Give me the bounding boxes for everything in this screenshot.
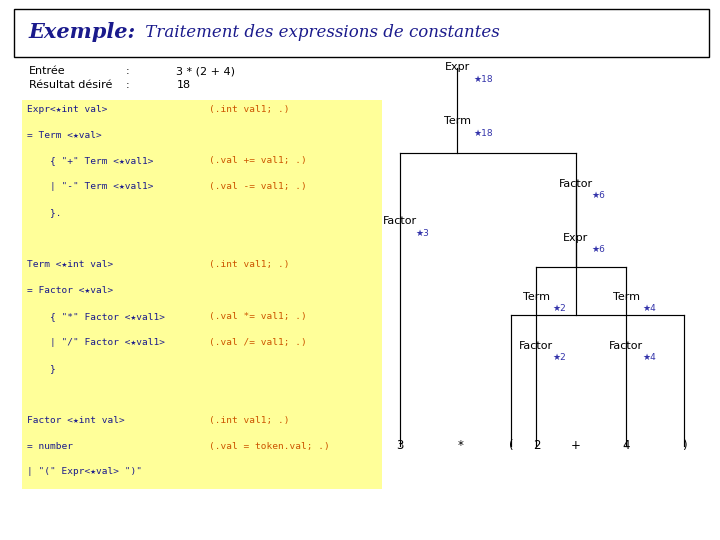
Text: Expr<★int val>: Expr<★int val> [27,105,108,113]
Text: Traitement des expressions de constantes: Traitement des expressions de constantes [140,24,500,41]
Text: { "*" Factor <★val1>: { "*" Factor <★val1> [27,312,166,321]
Text: Factor: Factor [519,341,554,350]
Text: ★4: ★4 [642,305,656,313]
Text: Expr: Expr [563,233,589,242]
Text: { "+" Term <★val1>: { "+" Term <★val1> [27,157,154,165]
Text: 3 * (2 + 4): 3 * (2 + 4) [176,66,235,76]
Text: Term: Term [444,117,471,126]
Text: 4: 4 [623,439,630,452]
Text: ★18: ★18 [473,75,492,84]
Text: Factor: Factor [559,179,593,188]
Text: = Factor <★val>: = Factor <★val> [27,286,114,295]
Text: = number: = number [27,442,73,450]
Text: = Term <★val>: = Term <★val> [27,131,102,139]
Bar [14,9,709,57]
Text: (.val -= val1; .): (.val -= val1; .) [209,183,307,191]
Text: ★2: ★2 [552,305,566,313]
Bar [22,100,382,489]
Text: Exemple:: Exemple: [29,22,136,43]
Text: ★3: ★3 [415,229,429,238]
Text: Term: Term [613,292,640,302]
Text: (.val /= val1; .): (.val /= val1; .) [209,338,307,347]
Text: | "(" Expr<★val> ")": | "(" Expr<★val> ")" [27,468,143,476]
Text: (.int val1; .): (.int val1; .) [209,105,289,113]
Text: ★2: ★2 [552,353,566,362]
Text: ★6: ★6 [592,191,606,200]
Text: 18: 18 [176,80,191,90]
Text: ★4: ★4 [642,353,656,362]
Text: }.: }. [27,208,62,217]
Text: (.val *= val1; .): (.val *= val1; .) [209,312,307,321]
Text: ★18: ★18 [473,129,492,138]
Text: (.val = token.val; .): (.val = token.val; .) [209,442,330,450]
Text: Factor: Factor [609,341,644,350]
Text: Factor: Factor [382,217,417,226]
Text: ): ) [682,439,686,452]
Text: :: : [126,80,130,90]
Text: *: * [458,439,464,452]
Text: :: : [126,66,130,76]
Text: Factor <★int val>: Factor <★int val> [27,416,125,424]
Text: Term: Term [523,292,550,302]
Text: Entrée: Entrée [29,66,66,76]
Text: Term <★int val>: Term <★int val> [27,260,114,269]
Text: | "/" Factor <★val1>: | "/" Factor <★val1> [27,338,166,347]
Text: ★6: ★6 [592,245,606,254]
Text: 2: 2 [533,439,540,452]
Text: (.val += val1; .): (.val += val1; .) [209,157,307,165]
Text: (.int val1; .): (.int val1; .) [209,416,289,424]
Text: Expr: Expr [444,63,470,72]
Text: 3: 3 [396,439,403,452]
Text: }: } [27,364,56,373]
Text: Résultat désiré: Résultat désiré [29,80,112,90]
Text: | "-" Term <★val1>: | "-" Term <★val1> [27,183,154,191]
Text: +: + [571,439,581,452]
Text: (.int val1; .): (.int val1; .) [209,260,289,269]
Text: (: ( [509,439,513,452]
